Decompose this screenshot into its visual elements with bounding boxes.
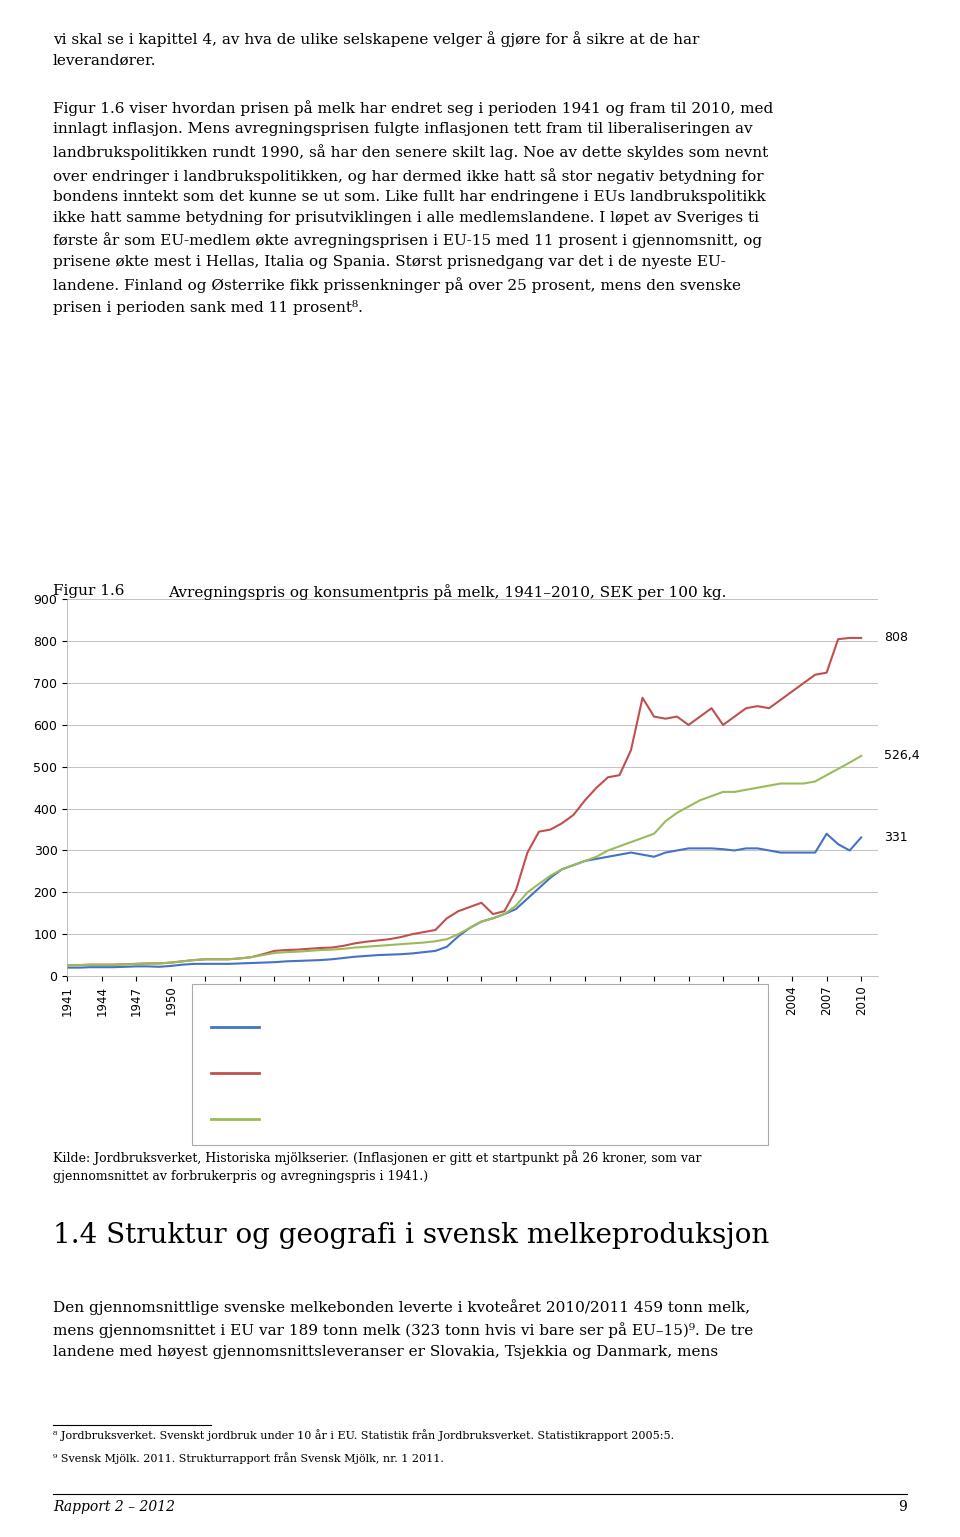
Text: Inflasjon: Inflasjon xyxy=(269,1113,322,1125)
Text: vi skal se i kapittel 4, av hva de ulike selskapene velger å gjøre for å sikre a: vi skal se i kapittel 4, av hva de ulike… xyxy=(53,31,699,68)
Text: Figur 1.6: Figur 1.6 xyxy=(53,584,124,598)
Text: 331: 331 xyxy=(884,832,908,844)
Text: Rapport 2 – 2012: Rapport 2 – 2012 xyxy=(53,1500,175,1514)
Text: Figur 1.6 viser hvordan prisen på melk har endret seg i perioden 1941 og fram ti: Figur 1.6 viser hvordan prisen på melk h… xyxy=(53,100,773,315)
Text: Kilde: Jordbruksverket, Historiska mjölkserier. (Inflasjonen er gitt et startpun: Kilde: Jordbruksverket, Historiska mjölk… xyxy=(53,1150,702,1182)
Text: Avregningspris melk, SEK/100 kg. 3,7 % fettinnhold: Avregningspris melk, SEK/100 kg. 3,7 % f… xyxy=(269,1021,591,1033)
Text: 9: 9 xyxy=(899,1500,907,1514)
Text: ⁹ Svensk Mjölk. 2011. Strukturrapport från Svensk Mjölk, nr. 1 2011.: ⁹ Svensk Mjölk. 2011. Strukturrapport fr… xyxy=(53,1452,444,1465)
Text: 526,4: 526,4 xyxy=(884,750,920,762)
Text: 808: 808 xyxy=(884,632,908,644)
Text: ⁸ Jordbruksverket. Svenskt jordbruk under 10 år i EU. Statistik från Jordbruksve: ⁸ Jordbruksverket. Svenskt jordbruk unde… xyxy=(53,1429,674,1442)
Text: Den gjennomsnittlige svenske melkebonden leverte i kvoteåret 2010/2011 459 tonn : Den gjennomsnittlige svenske melkebonden… xyxy=(53,1299,753,1359)
Text: Konsumentpris på melk, SEK/100 kg.: Konsumentpris på melk, SEK/100 kg. xyxy=(269,1065,499,1081)
Text: Avregningspris og konsumentpris på melk, 1941–2010, SEK per 100 kg.: Avregningspris og konsumentpris på melk,… xyxy=(168,584,727,599)
Text: 1.4 Struktur og geografi i svensk melkeproduksjon: 1.4 Struktur og geografi i svensk melkep… xyxy=(53,1222,769,1250)
